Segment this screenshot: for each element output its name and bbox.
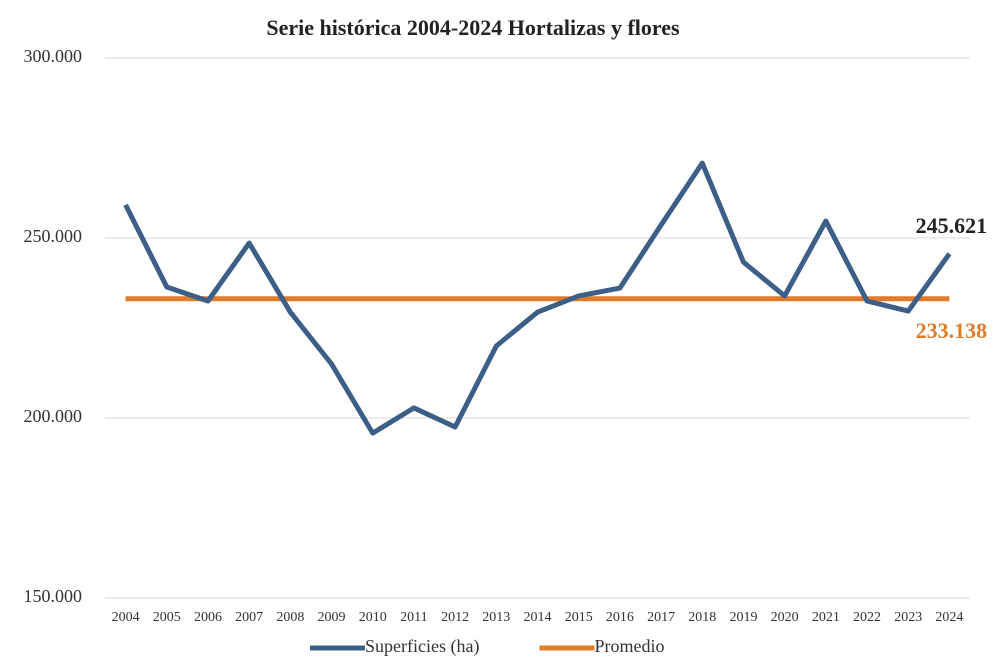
data-label: 245.621 <box>916 213 988 238</box>
x-tick-label: 2010 <box>359 610 387 625</box>
legend-label: Promedio <box>594 636 664 656</box>
x-tick-label: 2022 <box>853 610 881 625</box>
y-tick-label: 250.000 <box>24 226 83 246</box>
series-line <box>123 160 952 436</box>
x-tick-label: 2006 <box>194 610 222 625</box>
x-tick-label: 2018 <box>688 610 716 625</box>
x-tick-label: 2024 <box>935 610 963 625</box>
x-tick-label: 2019 <box>729 610 757 625</box>
chart-title: Serie histórica 2004-2024 Hortalizas y f… <box>266 15 680 40</box>
x-tick-label: 2013 <box>482 610 510 625</box>
x-tick-label: 2009 <box>318 610 346 625</box>
x-tick-label: 2014 <box>524 610 552 625</box>
x-tick-label: 2008 <box>276 610 304 625</box>
x-tick-label: 2007 <box>235 610 263 625</box>
x-tick-label: 2020 <box>771 610 799 625</box>
y-tick-label: 300.000 <box>24 46 83 66</box>
x-tick-label: 2012 <box>441 610 469 625</box>
y-tick-label: 150.000 <box>24 586 83 606</box>
x-tick-label: 2004 <box>112 610 140 625</box>
x-tick-label: 2016 <box>606 610 634 625</box>
x-tick-label: 2011 <box>400 610 427 625</box>
y-tick-label: 200.000 <box>24 406 83 426</box>
x-tick-label: 2021 <box>812 610 840 625</box>
legend-label: Superficies (ha) <box>365 636 479 657</box>
x-tick-label: 2017 <box>647 610 675 625</box>
x-tick-label: 2023 <box>894 610 922 625</box>
x-tick-label: 2005 <box>153 610 181 625</box>
data-label: 233.138 <box>916 318 988 343</box>
x-tick-label: 2015 <box>565 610 593 625</box>
